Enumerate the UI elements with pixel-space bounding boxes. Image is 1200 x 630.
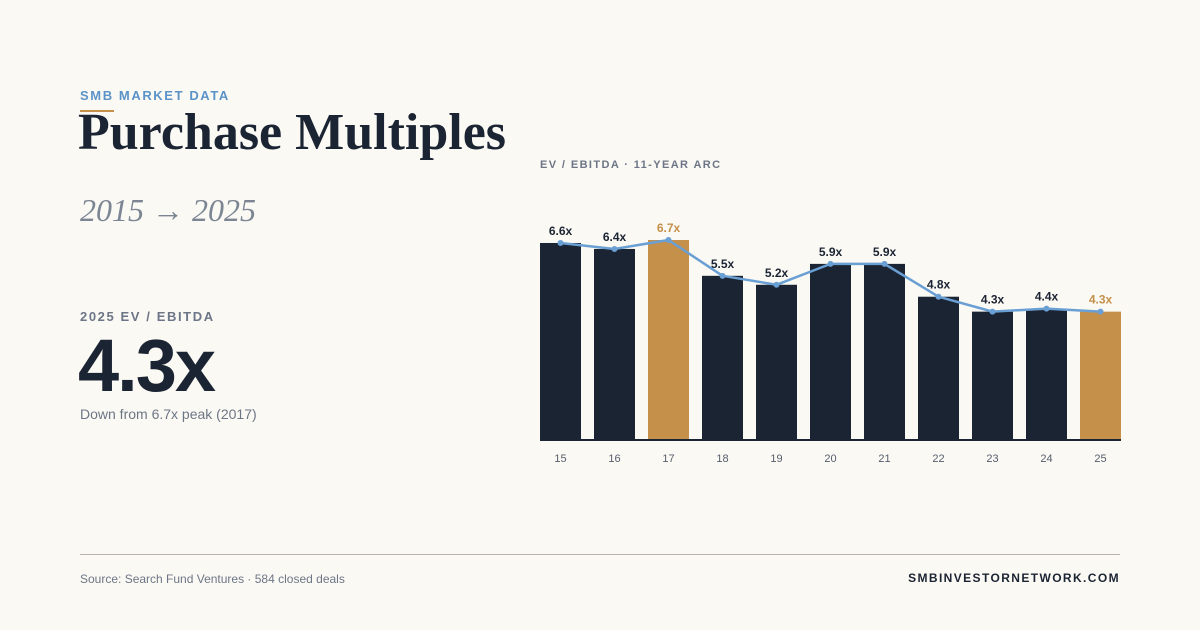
eyebrow-label: SMB MARKET DATA xyxy=(80,88,230,103)
data-label-25: 4.3x xyxy=(1089,293,1113,307)
bar-17 xyxy=(648,240,689,440)
data-label-17: 6.7x xyxy=(657,221,681,235)
x-tick-17: 17 xyxy=(662,453,674,465)
data-label-16: 6.4x xyxy=(603,230,627,244)
trend-point-19 xyxy=(773,281,780,288)
chart-title: EV / EBITDA · 11-YEAR ARC xyxy=(540,159,722,171)
data-label-19: 5.2x xyxy=(765,266,789,280)
x-tick-24: 24 xyxy=(1040,453,1052,465)
x-tick-22: 22 xyxy=(932,453,944,465)
data-label-24: 4.4x xyxy=(1035,290,1059,304)
source-note: Source: Search Fund Ventures · 584 close… xyxy=(80,572,345,586)
data-label-15: 6.6x xyxy=(549,224,573,238)
stat-label: 2025 EV / EBITDA xyxy=(80,309,215,324)
bar-18 xyxy=(702,275,743,440)
data-label-18: 5.5x xyxy=(711,257,735,271)
x-tick-21: 21 xyxy=(878,453,890,465)
trend-point-16 xyxy=(611,245,618,252)
x-tick-20: 20 xyxy=(824,453,836,465)
x-tick-25: 25 xyxy=(1094,453,1106,465)
bar-21 xyxy=(864,263,905,440)
bar-22 xyxy=(918,296,959,440)
x-tick-15: 15 xyxy=(554,453,566,465)
data-label-20: 5.9x xyxy=(819,245,843,259)
trend-point-20 xyxy=(827,260,834,267)
data-label-21: 5.9x xyxy=(873,245,897,259)
bar-20 xyxy=(810,263,851,440)
x-tick-19: 19 xyxy=(770,453,782,465)
data-label-22: 4.8x xyxy=(927,278,951,292)
trend-point-15 xyxy=(557,239,564,246)
trend-point-25 xyxy=(1097,308,1104,315)
date-range-subtitle: 2015 → 2025 xyxy=(80,192,256,228)
multiples-bar-chart: 6.6x 6.4x 6.7x 5.5x 5.2x 5.9x 5.9x 4.8x 4.3x 4.4x… xyxy=(540,221,1121,465)
trend-point-18 xyxy=(719,272,726,279)
stat-note: Down from 6.7x peak (2017) xyxy=(80,406,257,422)
title-accent-line xyxy=(80,110,114,112)
bar-15 xyxy=(540,242,581,440)
x-tick-16: 16 xyxy=(608,453,620,465)
x-tick-18: 18 xyxy=(716,453,728,465)
trend-point-21 xyxy=(881,260,888,267)
bar-25 xyxy=(1080,311,1121,440)
trend-point-22 xyxy=(935,293,942,300)
page-title: Purchase Multiples xyxy=(78,104,507,161)
x-tick-23: 23 xyxy=(986,453,998,465)
data-label-23: 4.3x xyxy=(981,293,1005,307)
bar-16 xyxy=(594,248,635,440)
footer-divider xyxy=(80,554,1120,555)
bar-24 xyxy=(1026,308,1067,440)
bar-19 xyxy=(756,284,797,440)
trend-point-23 xyxy=(989,308,996,315)
trend-point-24 xyxy=(1043,305,1050,312)
site-link[interactable]: SMBINVESTORNETWORK.COM xyxy=(908,571,1120,585)
stat-value: 4.3x xyxy=(78,324,216,407)
bar-23 xyxy=(972,311,1013,440)
trend-point-17 xyxy=(665,237,672,243)
